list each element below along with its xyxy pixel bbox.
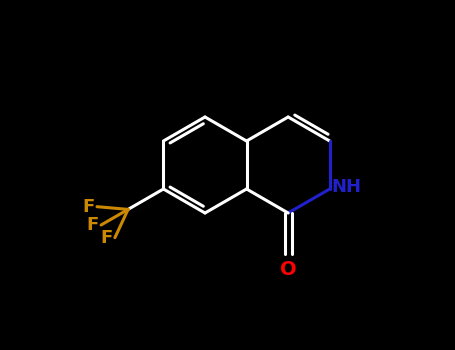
Text: O: O (280, 260, 297, 279)
Text: F: F (101, 229, 113, 247)
Text: F: F (83, 198, 95, 216)
Text: NH: NH (332, 178, 362, 196)
Text: F: F (87, 216, 99, 234)
